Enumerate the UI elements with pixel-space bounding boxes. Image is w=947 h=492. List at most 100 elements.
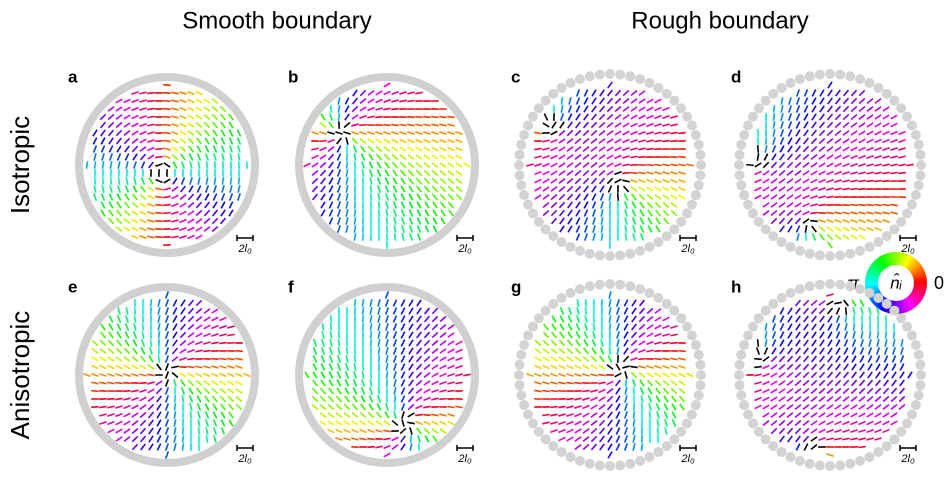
director [770,364,778,370]
boundary-bead [855,284,866,295]
director [157,299,161,307]
director [850,412,858,418]
director [115,356,123,362]
director [850,420,858,426]
director [148,427,154,435]
director [802,355,810,363]
director [670,115,678,119]
director [670,380,678,386]
boundary-bead [653,237,664,248]
director [858,163,866,167]
director [345,331,349,339]
director [328,185,334,193]
director [361,315,365,323]
director [455,138,463,144]
director [155,235,163,239]
director [686,372,694,378]
director [646,139,654,143]
director [211,209,219,217]
director [632,427,636,435]
director [423,413,431,417]
director [311,193,319,201]
boundary-bead [913,390,924,401]
director [882,130,890,136]
director [770,419,778,427]
boundary-bead [814,69,825,80]
director [187,122,195,128]
director [229,145,233,153]
director [416,201,422,209]
director [624,395,628,403]
director [171,186,179,192]
director [654,332,662,338]
director [779,129,785,137]
director [408,177,414,185]
director [408,185,414,193]
director [622,130,630,136]
director [100,193,106,201]
director [542,372,550,378]
director [794,371,802,379]
director [408,323,414,331]
boundary-bead [584,248,595,259]
director [566,193,574,201]
director [141,323,145,331]
boundary-bead [574,74,585,85]
director [376,177,382,185]
director [359,106,367,112]
director [99,339,107,347]
boundary-bead [676,103,687,114]
director [866,219,874,223]
director [558,381,566,385]
director [440,217,446,225]
director [802,153,810,161]
director [385,315,389,323]
director [746,163,754,167]
director [385,339,389,347]
director [858,379,866,387]
director [416,225,422,233]
boundary-bead [743,120,754,131]
director [599,193,605,201]
director [615,419,621,427]
scale-bar-label: 2l₀ [900,243,915,255]
director [574,129,582,137]
director [558,364,566,370]
director [423,154,431,160]
director [771,153,777,161]
director [343,420,351,426]
director [786,388,794,394]
director [640,435,644,443]
director [131,435,139,443]
director [187,114,195,120]
director [107,381,115,385]
director [638,365,646,369]
director [574,420,582,426]
boundary-bead [548,231,559,242]
director [189,177,193,185]
director [639,233,645,241]
director [227,341,235,345]
director [415,420,423,426]
director [336,185,342,193]
director [107,113,115,121]
director [172,161,178,169]
director [542,154,550,160]
director [567,201,573,209]
director [195,201,203,209]
director [383,429,391,433]
director [155,203,163,207]
director [884,339,888,347]
director [360,387,366,395]
director [431,131,439,135]
director [92,145,98,153]
director [377,395,381,403]
director [124,145,130,153]
boundary-bead [556,82,567,93]
director [663,403,669,411]
director [623,323,629,331]
director [345,177,349,185]
boundary-bead [661,231,672,242]
boundary-bead [519,190,530,201]
director [156,411,162,419]
